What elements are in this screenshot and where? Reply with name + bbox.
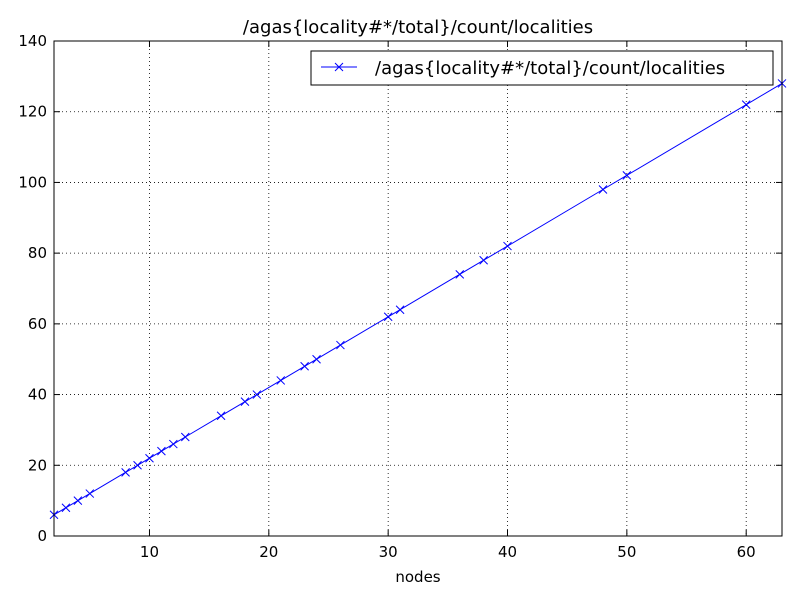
legend: /agas{locality#*/total}/count/localities: [310, 50, 774, 86]
data-point-marker: [455, 270, 465, 279]
data-point-marker: [479, 255, 488, 265]
series-layer: [49, 79, 787, 520]
x-tick-label: 10: [140, 543, 159, 561]
data-point-marker: [73, 496, 83, 505]
y-tick-label: 140: [18, 32, 47, 50]
y-tick-label: 60: [28, 315, 47, 333]
legend-label: /agas{locality#*/total}/count/localities: [375, 58, 725, 79]
data-point-marker: [252, 390, 262, 399]
y-tick-label: 40: [28, 386, 47, 404]
x-tick-label: 60: [737, 543, 756, 561]
x-tick-label: 30: [379, 543, 398, 561]
data-point-marker: [168, 439, 178, 449]
data-point-marker: [741, 100, 751, 109]
legend-marker-x: [334, 62, 344, 72]
data-point-marker: [336, 340, 345, 350]
x-tick-label: 40: [498, 543, 517, 561]
plot-area-frame: [53, 40, 783, 537]
legend-box: [310, 50, 774, 86]
data-point-marker: [216, 411, 226, 421]
data-point-marker: [157, 446, 166, 456]
series-line: [53, 82, 783, 516]
chart-title: /agas{locality#*/total}/count/localities: [243, 17, 593, 38]
x-axis-label: nodes: [395, 568, 440, 586]
data-point-marker: [133, 460, 142, 470]
y-tick-label: 100: [18, 173, 47, 191]
data-point-marker: [312, 354, 321, 364]
x-tick-label: 20: [259, 543, 278, 561]
data-point-marker: [145, 453, 154, 463]
y-tick-label: 0: [37, 527, 47, 545]
data-point-marker: [503, 241, 512, 251]
y-tick-label: 20: [28, 456, 47, 474]
data-point-marker: [598, 185, 608, 194]
grid-lines: [54, 41, 782, 536]
data-point-marker: [121, 468, 130, 477]
data-point-marker: [180, 432, 190, 442]
data-point-marker: [622, 171, 632, 180]
data-point-marker: [395, 305, 405, 315]
y-tick-label: 120: [18, 103, 47, 121]
data-point-marker: [61, 503, 71, 513]
data-point-marker: [300, 361, 309, 371]
x-tick-label: 50: [617, 543, 636, 561]
data-point-marker: [276, 376, 286, 385]
data-point-marker: [383, 312, 393, 322]
data-point-marker: [240, 397, 250, 406]
axis-ticks: 10 20 30 40 50 60 0 20 40 60 80 100 120 140: [18, 32, 782, 561]
y-tick-label: 80: [28, 244, 47, 262]
data-point-marker: [85, 489, 95, 498]
